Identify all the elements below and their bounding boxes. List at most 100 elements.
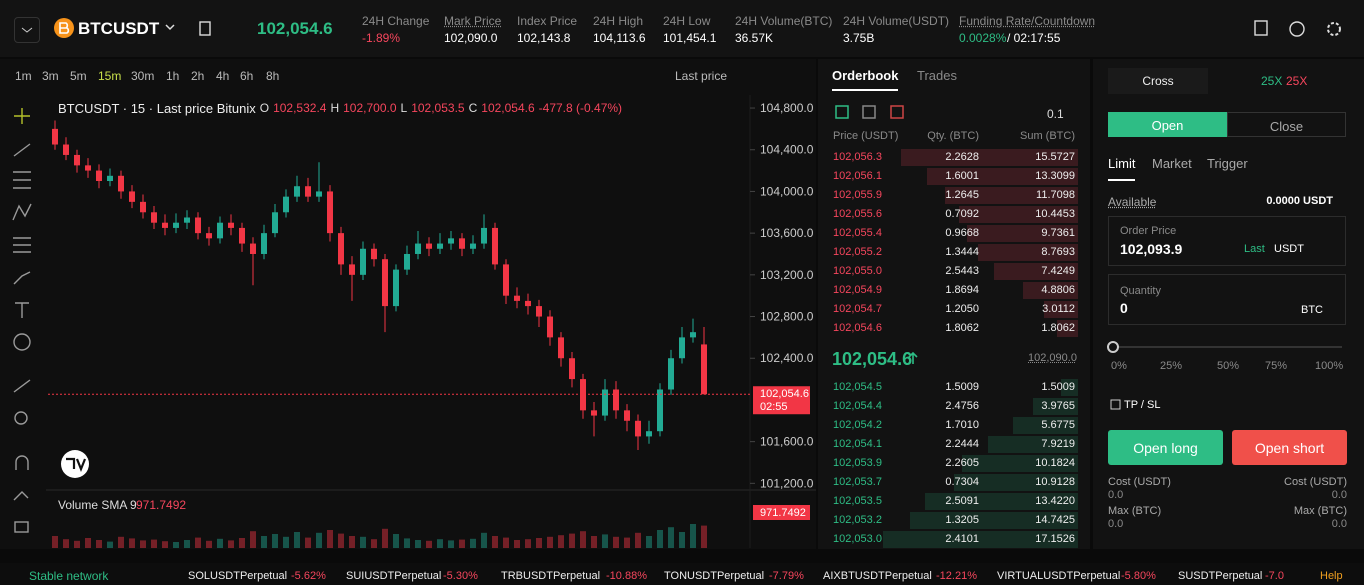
stat-value: 102,090.0 bbox=[444, 31, 498, 45]
timeframe[interactable]: 2h bbox=[191, 69, 205, 83]
ticker-symbol[interactable]: TONUSDTPerpetual bbox=[664, 570, 765, 582]
chevron[interactable] bbox=[165, 24, 175, 31]
price: 102,055.4 bbox=[833, 227, 882, 239]
timeframe[interactable]: 6h bbox=[240, 69, 254, 83]
step[interactable]: 0.1 bbox=[1047, 107, 1064, 121]
close-tab[interactable]: Close bbox=[1227, 112, 1346, 137]
qty: 2.4756 bbox=[945, 400, 979, 412]
order-type[interactable]: Limit bbox=[1108, 156, 1136, 181]
volume-bar bbox=[338, 533, 344, 548]
sum: 7.9219 bbox=[1041, 438, 1075, 450]
volume-tag-value: 971.7492 bbox=[760, 507, 806, 519]
price: 102,053.0 bbox=[833, 533, 882, 545]
candle-body bbox=[569, 358, 575, 380]
ohlc-label: O bbox=[259, 101, 270, 115]
timeframe[interactable]: 8h bbox=[266, 69, 280, 83]
ohlc-label: C bbox=[468, 101, 478, 115]
candle-body bbox=[437, 243, 443, 249]
settings-icon[interactable] bbox=[1327, 22, 1341, 36]
volume-bar bbox=[558, 535, 564, 548]
qty-unit[interactable]: BTC bbox=[1301, 304, 1323, 316]
qty: 2.2628 bbox=[945, 151, 979, 163]
stat-label: 24H Low bbox=[663, 14, 711, 28]
sum: 13.3099 bbox=[1035, 170, 1075, 182]
candle-body bbox=[525, 300, 531, 307]
open-short[interactable]: Open short bbox=[1232, 430, 1347, 465]
sum: 1.8062 bbox=[1041, 322, 1075, 334]
price-input[interactable]: 102,093.9 bbox=[1120, 241, 1183, 257]
qty: 0.7304 bbox=[945, 476, 979, 488]
checkbox[interactable] bbox=[1110, 399, 1121, 410]
candle-body bbox=[140, 201, 146, 213]
candle-body bbox=[228, 222, 234, 228]
ticker-symbol[interactable]: SUIUSDTPerpetual bbox=[346, 570, 442, 582]
timeframe[interactable]: 1h bbox=[166, 69, 180, 83]
qty: 2.2444 bbox=[945, 438, 979, 450]
volume-bar bbox=[393, 534, 399, 548]
candle-body bbox=[261, 233, 267, 254]
depth-bar bbox=[987, 436, 1078, 453]
order-type[interactable]: Market bbox=[1152, 156, 1192, 171]
qty: 1.6001 bbox=[945, 170, 979, 182]
qty: 0.7092 bbox=[945, 208, 979, 220]
ticker-symbol[interactable]: SOLUSDTPerpetual bbox=[188, 570, 288, 582]
leverage[interactable]: 25X bbox=[1261, 74, 1283, 88]
candle-body bbox=[118, 175, 124, 192]
volume-bar bbox=[470, 538, 476, 548]
clock-icon[interactable] bbox=[1289, 21, 1305, 37]
ticker-symbol[interactable]: AIXBTUSDTPerpetual bbox=[823, 570, 932, 582]
candle-body bbox=[481, 227, 487, 244]
up-arrow bbox=[908, 351, 918, 364]
last-price-tag-value: 102,054.6 bbox=[760, 388, 809, 400]
volume-title: Volume SMA 9 bbox=[58, 498, 137, 512]
sum: 15.5727 bbox=[1035, 151, 1075, 163]
qty: 1.8694 bbox=[945, 284, 979, 296]
open-tab[interactable]: Open bbox=[1108, 112, 1227, 137]
help[interactable]: Help bbox=[1312, 566, 1364, 585]
timeframe[interactable]: 1m bbox=[15, 69, 32, 83]
depth-bar bbox=[1060, 379, 1078, 396]
volume-bar bbox=[118, 536, 124, 548]
tpsl[interactable]: TP / SL bbox=[1124, 399, 1161, 411]
volume-bar bbox=[525, 539, 531, 548]
volume-bar bbox=[635, 532, 641, 548]
order-type[interactable]: Trigger bbox=[1207, 156, 1248, 171]
open-long[interactable]: Open long bbox=[1108, 430, 1223, 465]
timeframe[interactable]: 5m bbox=[70, 69, 87, 83]
price-type[interactable]: Last price bbox=[675, 69, 728, 83]
timeframe[interactable]: 3m bbox=[42, 69, 59, 83]
price: 102,053.9 bbox=[833, 457, 882, 469]
max-label: Max (BTC) bbox=[1293, 505, 1347, 517]
qty-input[interactable]: 0 bbox=[1120, 300, 1128, 316]
tab[interactable]: Trades bbox=[917, 68, 957, 83]
ticker-symbol[interactable]: SUSDTPerpetual bbox=[1178, 570, 1263, 582]
candle-body bbox=[195, 217, 201, 234]
menu-button[interactable] bbox=[14, 17, 40, 43]
leverage[interactable]: 25X bbox=[1286, 74, 1308, 88]
qty: 2.5443 bbox=[945, 265, 979, 277]
chart-title: BTCUSDT · 15 · Last price Bitunix bbox=[58, 101, 256, 116]
timeframe[interactable]: 30m bbox=[131, 69, 155, 83]
input-box bbox=[1108, 216, 1346, 266]
ticker-change: -5.80% bbox=[1121, 570, 1156, 582]
sum: 13.4220 bbox=[1035, 495, 1075, 507]
ticker-symbol[interactable]: TRBUSDTPerpetual bbox=[501, 570, 601, 582]
sum: 3.0112 bbox=[1042, 303, 1075, 315]
volume-bar bbox=[382, 528, 388, 548]
doc-icon[interactable] bbox=[1254, 20, 1268, 36]
margin-mode[interactable]: Cross bbox=[1108, 68, 1208, 94]
timeframe[interactable]: 15m bbox=[98, 69, 122, 83]
ob-view-icons[interactable] bbox=[835, 105, 904, 119]
tab[interactable]: Orderbook bbox=[832, 68, 899, 91]
volume-bar bbox=[316, 532, 322, 548]
volume-bar bbox=[261, 536, 267, 548]
ticker-symbol[interactable]: VIRTUALUSDTPerpetual bbox=[997, 570, 1121, 582]
price: 102,055.6 bbox=[833, 208, 882, 220]
orderbook-panel bbox=[818, 59, 1090, 549]
slider-handle[interactable] bbox=[1107, 341, 1119, 353]
col-header: Qty. (BTC) bbox=[927, 130, 979, 142]
qty: 0.9668 bbox=[945, 227, 979, 239]
favorite-icon[interactable] bbox=[199, 21, 211, 36]
timeframe[interactable]: 4h bbox=[216, 69, 230, 83]
price: 102,054.1 bbox=[833, 438, 882, 450]
